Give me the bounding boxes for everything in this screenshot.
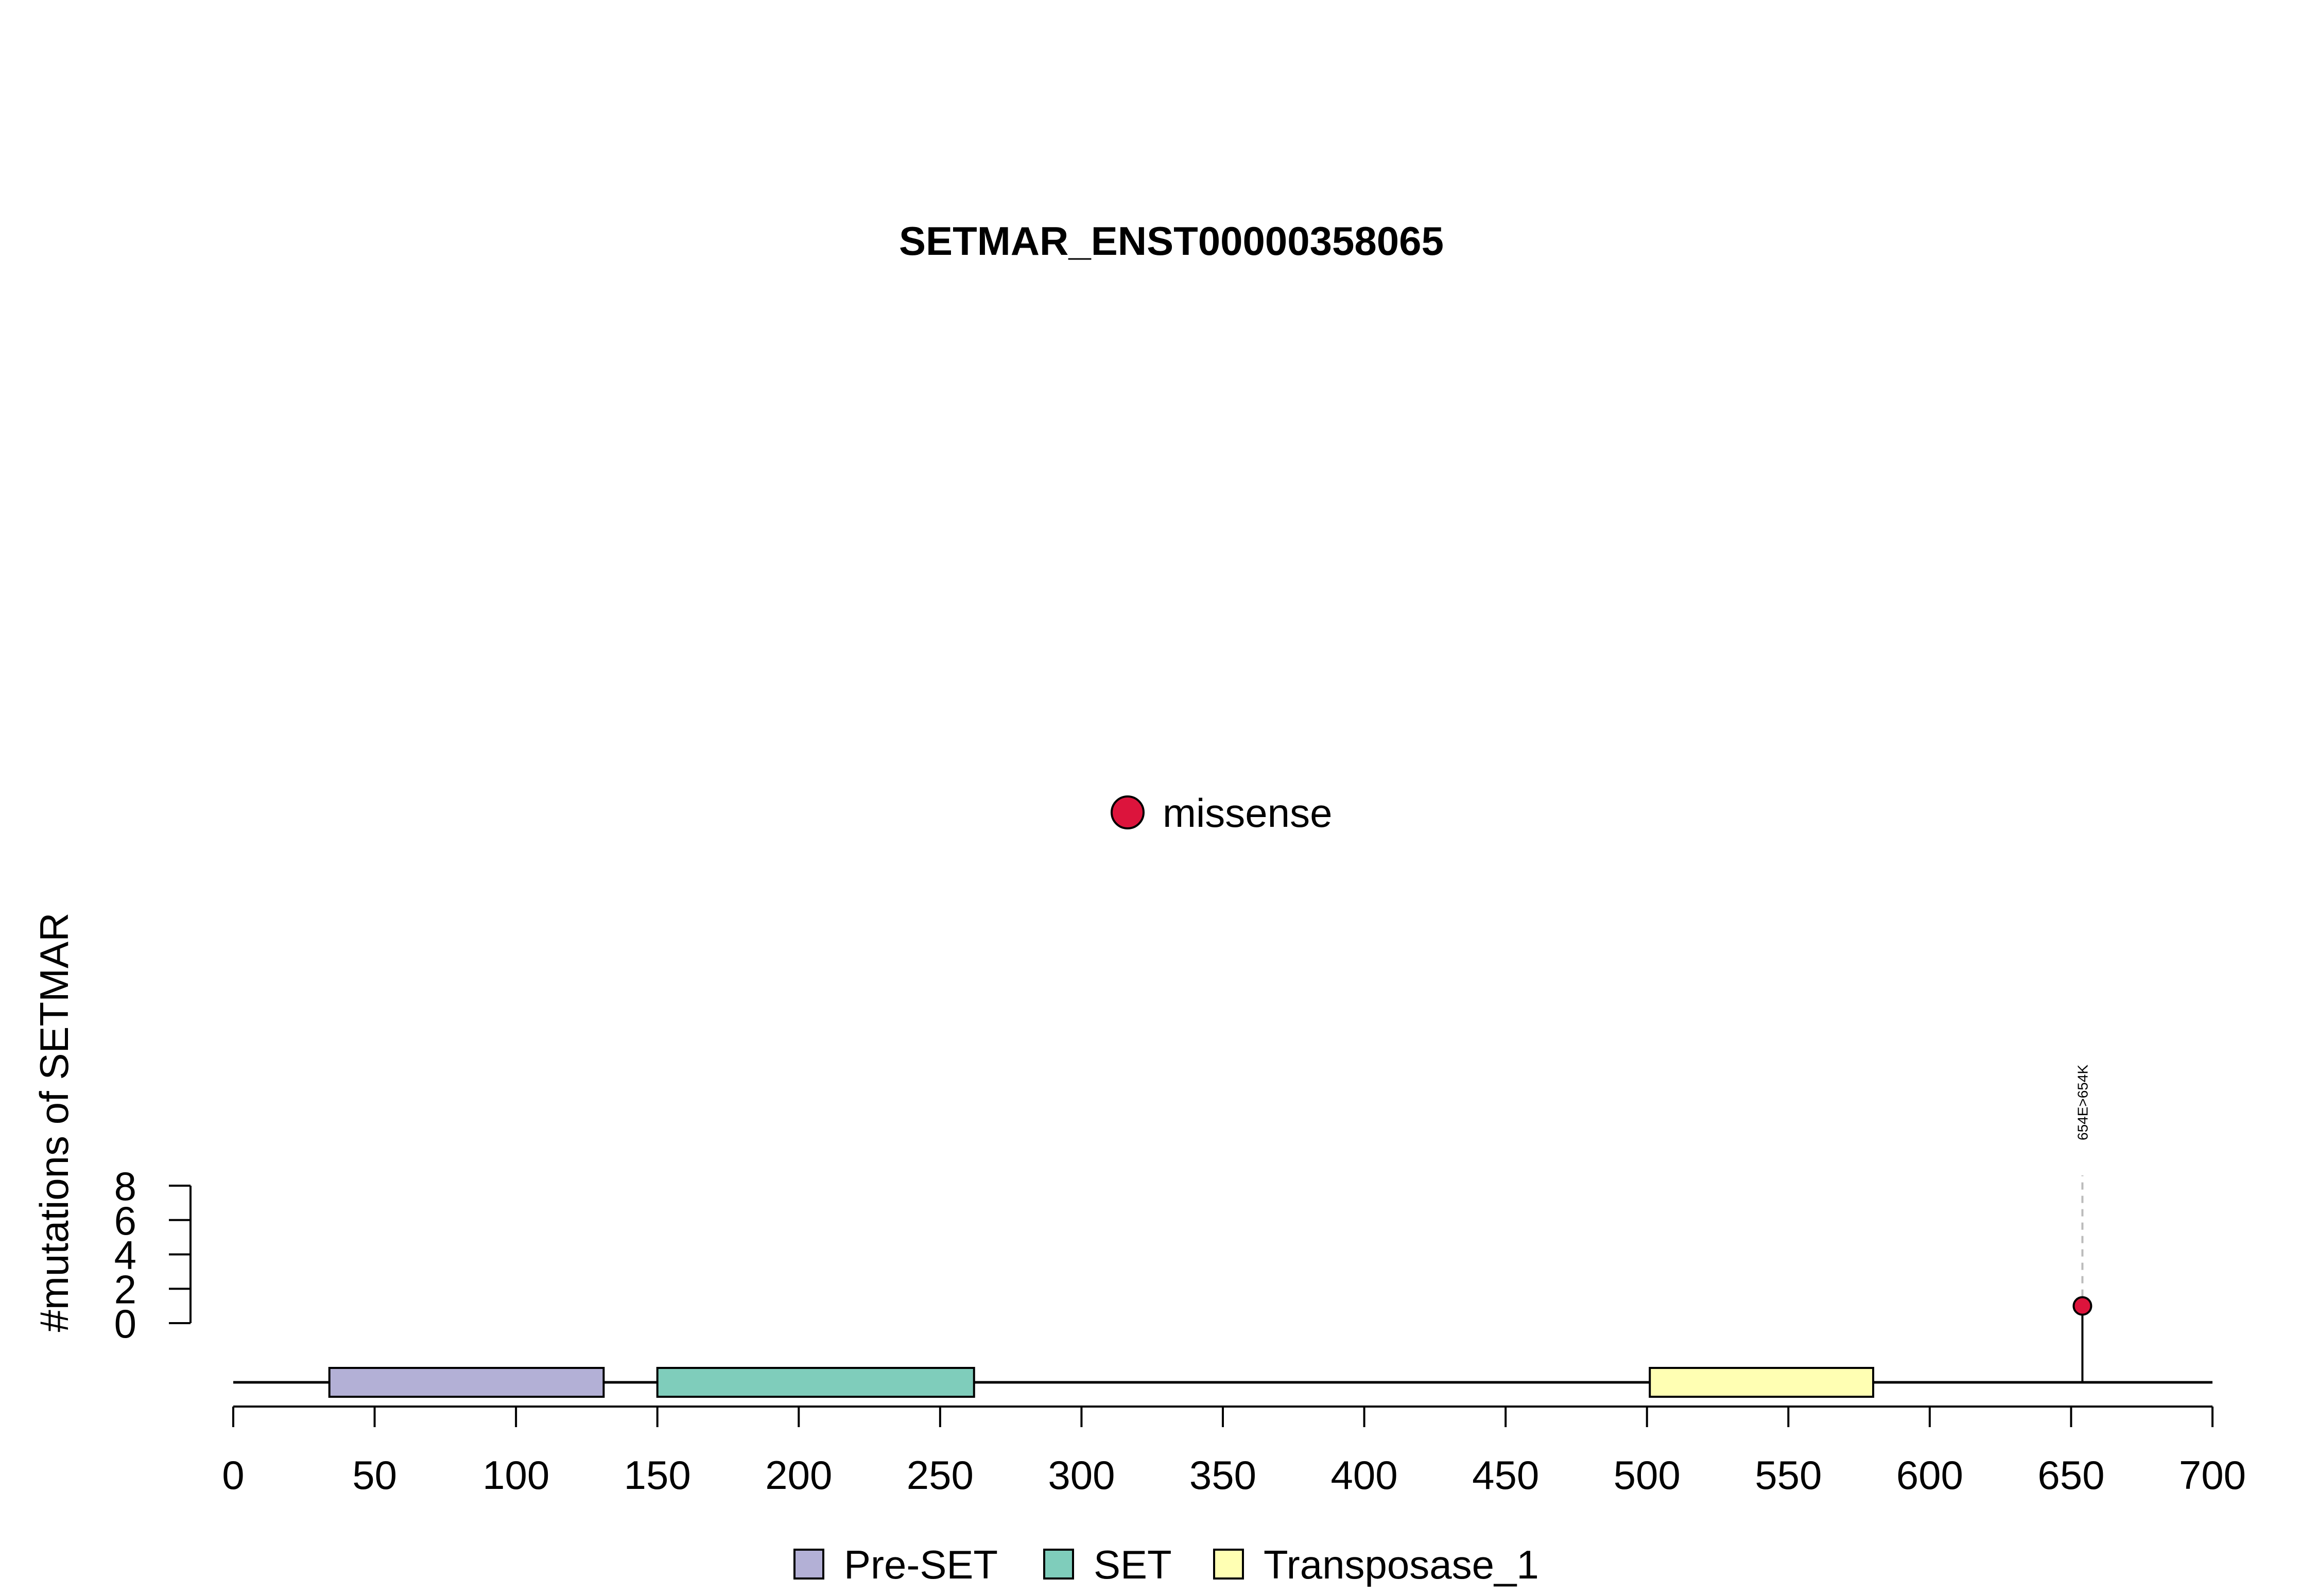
x-tick-label: 600 <box>1896 1452 1963 1498</box>
x-tick-label: 150 <box>624 1452 691 1498</box>
legend-label-transposase-1: Transposase_1 <box>1264 1542 1539 1587</box>
x-tick-label: 300 <box>1048 1452 1115 1498</box>
legend-swatch-set <box>1043 1549 1074 1580</box>
x-tick-label: 500 <box>1614 1452 1681 1498</box>
legend-swatch-transposase-1 <box>1213 1549 1244 1580</box>
x-tick-label: 200 <box>765 1452 832 1498</box>
y-tick-label: 2 <box>114 1267 136 1312</box>
x-tick-label: 550 <box>1755 1452 1822 1498</box>
chart-title: SETMAR_ENST00000358065 <box>899 218 1444 264</box>
y-tick-label: 6 <box>114 1198 136 1243</box>
domain-set <box>656 1367 975 1398</box>
y-axis-label: #mutations of SETMAR <box>31 913 77 1332</box>
domain-legend: Pre-SET SET Transposase_1 <box>793 1542 1539 1587</box>
y-tick-label: 4 <box>114 1233 136 1278</box>
mutation-label: 654E>654K <box>2074 1065 2090 1140</box>
protein-track <box>233 1367 2212 1398</box>
legend-missense-label: missense <box>1163 790 1332 836</box>
legend-missense-marker <box>1111 795 1145 829</box>
domain-transposase-1 <box>1649 1367 1875 1398</box>
x-tick-label: 450 <box>1472 1452 1539 1498</box>
legend-label-pre-set: Pre-SET <box>844 1542 998 1587</box>
mutation-point <box>2072 1296 2093 1316</box>
x-tick-label: 0 <box>222 1452 244 1498</box>
mutation-type-legend: missense <box>1111 790 1332 836</box>
x-axis: 0 50 100 150 200 250 300 350 400 450 500 550 600 650 7… <box>222 1406 2246 1498</box>
x-tick-label: 50 <box>352 1452 397 1498</box>
y-tick-label: 0 <box>114 1301 136 1346</box>
x-tick-label: 250 <box>907 1452 974 1498</box>
domain-pre-set <box>328 1367 605 1398</box>
mutation-lollipops: 654E>654K <box>2072 1065 2093 1382</box>
x-tick-label: 700 <box>2179 1452 2246 1498</box>
x-tick-label: 650 <box>2037 1452 2104 1498</box>
x-tick-label: 100 <box>482 1452 549 1498</box>
legend-label-set: SET <box>1094 1542 1172 1587</box>
x-tick-label: 400 <box>1331 1452 1398 1498</box>
x-tick-label: 350 <box>1189 1452 1256 1498</box>
y-tick-label: 8 <box>114 1164 136 1209</box>
legend-swatch-pre-set <box>793 1549 824 1580</box>
